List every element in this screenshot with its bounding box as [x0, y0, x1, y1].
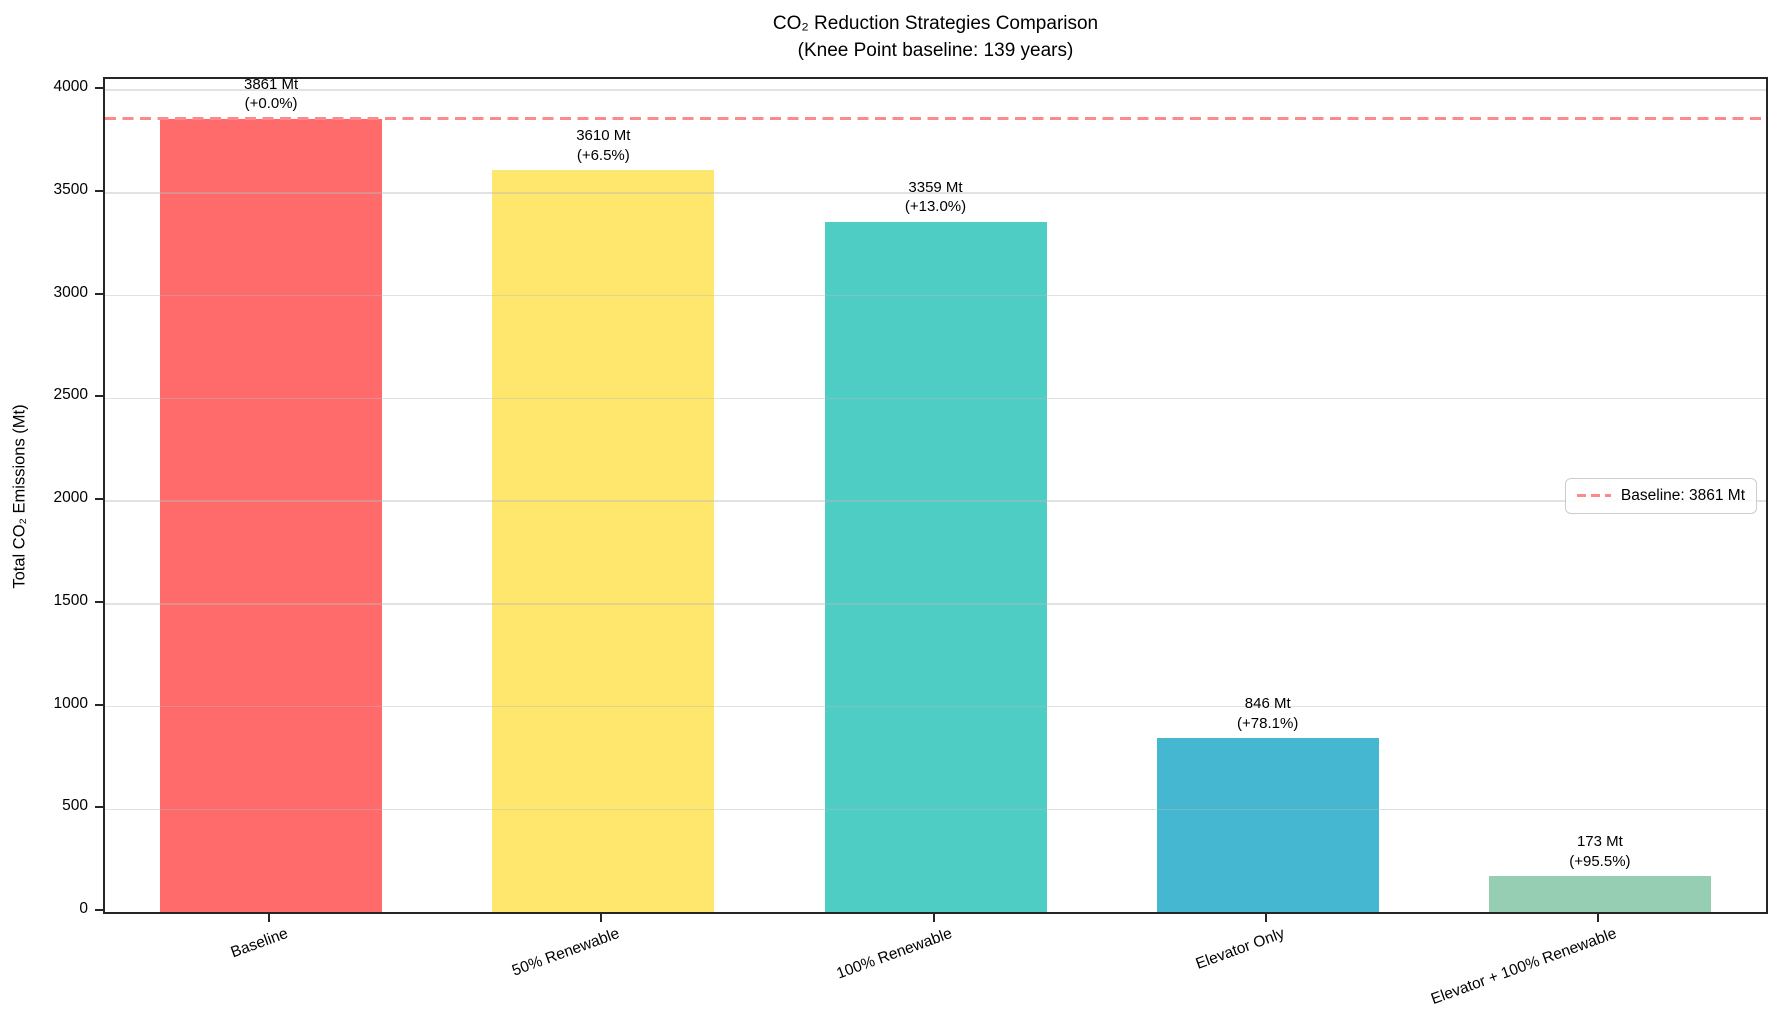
y-tick-label-2000: 2000	[53, 489, 88, 507]
chart-title: CO₂ Reduction Strategies Comparison (Kne…	[103, 10, 1768, 64]
y-tick-mark	[95, 703, 103, 706]
bar-value-label-elevator-only: 846 Mt (+78.1%)	[1237, 694, 1298, 733]
y-tick-mark	[95, 189, 103, 192]
bar-value-label-elevator-100-renewable: 173 Mt (+95.5%)	[1569, 832, 1630, 871]
gridline-y-3500	[105, 192, 1766, 194]
gridline-y-500	[105, 808, 1766, 810]
y-tick-label-3500: 3500	[53, 180, 88, 198]
x-tick-label-50-renewable: 50% Renewable	[510, 925, 623, 980]
bar-value-label-50-renewable: 3610 Mt (+6.5%)	[576, 126, 630, 165]
y-tick-mark	[95, 498, 103, 501]
bar-value-label-line: 3359 Mt	[908, 178, 963, 196]
x-tick-label-elevator-100-renewable: Elevator + 100% Renewable	[1428, 925, 1619, 1009]
x-tick-mark	[1596, 914, 1599, 922]
bar-50-renewable	[492, 170, 715, 912]
x-tick-mark	[1264, 914, 1267, 922]
y-tick-label-4000: 4000	[53, 78, 88, 96]
bar-value-label-100-renewable: 3359 Mt (+13.0%)	[905, 178, 966, 217]
gridline-y-2500	[105, 397, 1766, 400]
y-tick-label-1500: 1500	[53, 591, 88, 609]
chart-title-line2: (Knee Point baseline: 139 years)	[797, 40, 1074, 61]
y-tick-mark	[95, 87, 103, 90]
plot-area: Baseline: 3861 Mt 3861 Mt (+0.0%) 3610 Mt(…	[103, 75, 1768, 914]
y-tick-mark	[95, 806, 103, 809]
y-tick-mark	[95, 600, 103, 603]
y-tick-label-2500: 2500	[53, 386, 88, 404]
y-tick-mark	[95, 292, 103, 295]
chart-title-line1: CO₂ Reduction Strategies Comparison	[772, 13, 1099, 34]
y-tick-label-500: 500	[62, 797, 88, 815]
gridline-y-1500	[105, 603, 1766, 605]
x-tick-label-100-renewable: 100% Renewable	[834, 925, 955, 983]
x-tick-label-baseline: Baseline	[228, 925, 290, 962]
baseline-dashed-line-legend-marker	[1576, 493, 1611, 498]
y-tick-mark	[95, 395, 103, 398]
bar-value-label-line: (+95.5%)	[1569, 852, 1631, 870]
bar-value-label-line: 846 Mt	[1244, 695, 1291, 713]
x-tick-mark	[932, 914, 935, 922]
bar-value-label-line: (+0.0%)	[244, 95, 298, 113]
bar-value-label-line: 3861 Mt	[243, 75, 299, 93]
y-tick-label-3000: 3000	[53, 283, 88, 301]
gridline-y-1000	[105, 705, 1766, 708]
x-tick-mark	[600, 914, 603, 922]
gridline-y-4000	[105, 89, 1766, 91]
baseline-reference-line	[105, 116, 1766, 121]
bar-value-label-line: (+78.1%)	[1237, 714, 1299, 732]
y-tick-mark	[95, 909, 103, 911]
gridline-y-2000	[105, 500, 1766, 502]
x-tick-label-elevator-only: Elevator Only	[1193, 925, 1287, 973]
bar-value-label-baseline: 3861 Mt (+0.0%)	[244, 75, 298, 114]
bar-100-renewable	[824, 221, 1047, 912]
y-tick-label-0: 0	[79, 900, 88, 917]
legend-label: Baseline: 3861 Mt	[1620, 486, 1745, 504]
y-tick-label-1000: 1000	[53, 694, 88, 712]
bar-value-label-line: 173 Mt	[1576, 833, 1623, 851]
legend: Baseline: 3861 Mt	[1564, 477, 1757, 514]
bar-baseline	[160, 118, 383, 912]
bar-elevator-only	[1156, 738, 1379, 912]
bar-value-label-line: (+6.5%)	[576, 146, 630, 164]
bar-value-label-line: (+13.0%)	[904, 198, 967, 216]
gridline-y-3000	[105, 294, 1766, 297]
bar-value-label-line: 3610 Mt	[576, 127, 631, 145]
x-tick-mark	[268, 914, 271, 922]
bar-elevator-100-renewable	[1488, 876, 1711, 912]
